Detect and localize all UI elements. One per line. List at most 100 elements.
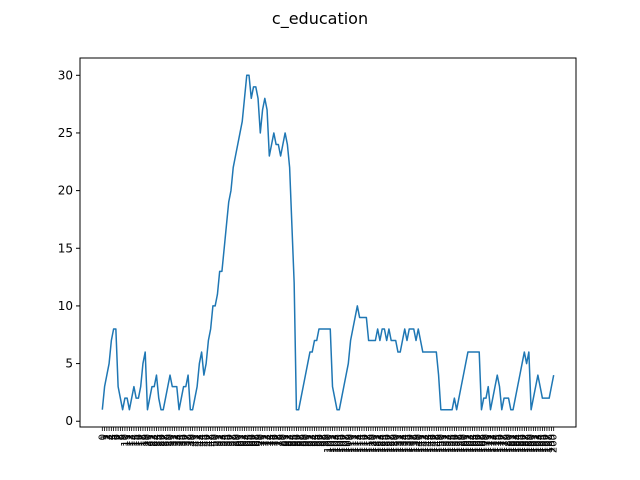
x-tick-label: 56: [224, 434, 235, 447]
x-tick-label: 82: [282, 434, 293, 447]
x-tick-label: 159: [456, 434, 467, 453]
x-tick-label: 62: [237, 434, 248, 447]
x-tick-label: 196: [540, 434, 551, 453]
x-tick-label: 13: [127, 434, 138, 447]
x-tick-label: 72: [260, 434, 271, 447]
x-tick-label: 139: [411, 434, 422, 453]
x-tick-label: 34: [174, 434, 185, 447]
x-tick-label: 170: [481, 434, 492, 453]
x-tick-label: 68: [251, 434, 262, 447]
x-tick-label: 194: [535, 434, 546, 453]
x-tick-label: 145: [425, 434, 436, 453]
x-tick-label: 95: [312, 434, 323, 447]
x-tick-label: 73: [262, 434, 273, 447]
x-tick-label: 151: [438, 434, 449, 453]
x-tick-label: 36: [179, 434, 190, 447]
x-tick-label: 76: [269, 434, 280, 447]
x-tick-label: 195: [537, 434, 548, 453]
x-tick-label: 8: [115, 434, 126, 440]
x-tick-label: 163: [465, 434, 476, 453]
x-tick-label: 100: [323, 434, 334, 453]
x-tick-label: 0: [97, 434, 108, 440]
x-tick-label: 42: [192, 434, 203, 447]
x-tick-label: 183: [510, 434, 521, 453]
x-tick-label: 113: [352, 434, 363, 453]
x-tick-label: 33: [172, 434, 183, 447]
x-tick-label: 125: [379, 434, 390, 453]
x-tick-label: 22: [147, 434, 158, 447]
x-tick-label: 193: [533, 434, 544, 453]
x-tick-label: 71: [258, 434, 269, 447]
x-tick-label: 88: [296, 434, 307, 447]
x-tick-label: 158: [454, 434, 465, 453]
x-tick-label: 199: [546, 434, 557, 453]
x-tick-label: 48: [206, 434, 217, 447]
x-tick-label: 137: [407, 434, 418, 453]
x-tick-label: 92: [305, 434, 316, 447]
x-tick-label: 25: [154, 434, 165, 447]
x-tick-label: 157: [452, 434, 463, 453]
x-tick-label: 118: [364, 434, 375, 453]
x-tick-label: 59: [230, 434, 241, 447]
x-tick-label: 189: [524, 434, 535, 453]
x-tick-label: 106: [337, 434, 348, 453]
x-tick-label: 173: [488, 434, 499, 453]
x-tick-label: 164: [467, 434, 478, 453]
x-tick-label: 4: [106, 434, 117, 440]
x-tick-label: 186: [517, 434, 528, 453]
x-tick-label: 101: [325, 434, 336, 453]
x-tick-label: 146: [427, 434, 438, 453]
x-tick-label: 24: [151, 434, 162, 447]
x-tick-label: 45: [199, 434, 210, 447]
x-tick-label: 129: [388, 434, 399, 453]
x-tick-label: 18: [138, 434, 149, 447]
x-tick-label: 74: [264, 434, 275, 447]
x-tick-label: 117: [361, 434, 372, 453]
x-tick-label: 30: [165, 434, 176, 447]
x-tick-label: 192: [531, 434, 542, 453]
x-tick-label: 98: [318, 434, 329, 447]
x-tick-label: 124: [377, 434, 388, 453]
x-tick-label: 114: [355, 434, 366, 453]
x-tick-label: 75: [267, 434, 278, 447]
x-tick-label: 57: [226, 434, 237, 447]
x-tick-label: 90: [300, 434, 311, 447]
x-tick-label: 190: [526, 434, 537, 453]
x-tick-label: 19: [140, 434, 151, 447]
x-tick-label: 168: [476, 434, 487, 453]
x-tick-label: 44: [197, 434, 208, 447]
x-tick-label: 28: [161, 434, 172, 447]
x-tick-label: 81: [280, 434, 291, 447]
x-tick-label: 123: [375, 434, 386, 453]
x-tick-label: 112: [350, 434, 361, 453]
x-tick-label: 133: [397, 434, 408, 453]
x-tick-label: 200: [549, 434, 560, 453]
x-tick-label: 180: [504, 434, 515, 453]
x-tick-label: 93: [307, 434, 318, 447]
x-tick-label: 142: [418, 434, 429, 453]
x-tick-label: 11: [122, 434, 133, 447]
x-tick-label: 187: [519, 434, 530, 453]
x-tick-label: 78: [273, 434, 284, 447]
x-tick-label: 136: [404, 434, 415, 453]
x-tick-label: 61: [235, 434, 246, 447]
y-tick-label: 25: [58, 126, 73, 140]
x-tick-label: 152: [440, 434, 451, 453]
x-tick-label: 86: [291, 434, 302, 447]
x-tick-label: 1: [100, 434, 111, 440]
x-tick-label: 84: [287, 434, 298, 447]
x-tick-label: 121: [370, 434, 381, 453]
x-tick-label: 87: [294, 434, 305, 447]
x-tick-label: 115: [357, 434, 368, 453]
x-tick-label: 37: [181, 434, 192, 447]
x-tick-label: 111: [348, 434, 359, 453]
x-tick-label: 27: [158, 434, 169, 447]
x-tick-label: 165: [470, 434, 481, 453]
x-tick-label: 109: [343, 434, 354, 453]
x-tick-label: 181: [506, 434, 517, 453]
x-tick-label: 23: [149, 434, 160, 447]
x-tick-label: 3: [104, 434, 115, 440]
x-tick-label: 178: [499, 434, 510, 453]
x-tick-label: 147: [429, 434, 440, 453]
